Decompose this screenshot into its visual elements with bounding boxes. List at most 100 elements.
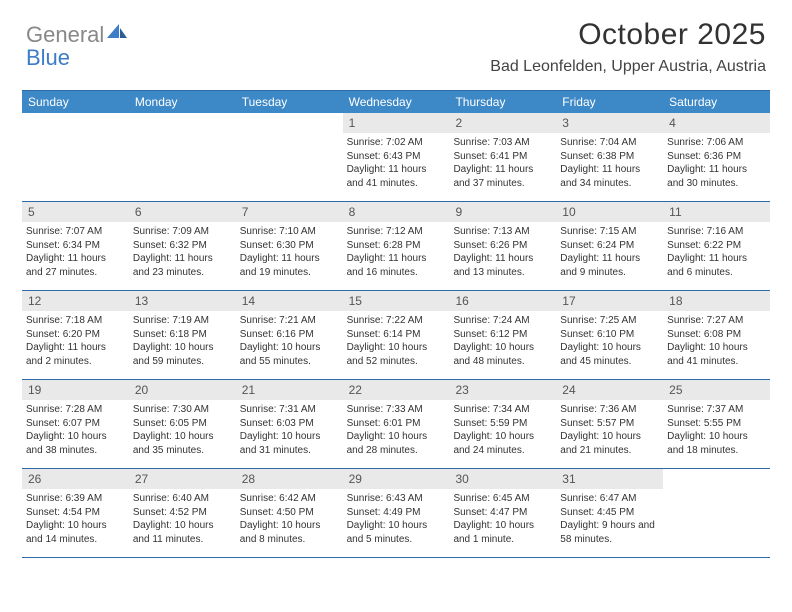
week-row: 12Sunrise: 7:18 AMSunset: 6:20 PMDayligh… (22, 291, 770, 380)
sunrise-line: Sunrise: 6:42 AM (240, 492, 339, 506)
daylight-line: Daylight: 10 hours and 55 minutes. (240, 341, 339, 368)
sunset-line: Sunset: 6:08 PM (667, 328, 766, 342)
sunrise-line: Sunrise: 6:40 AM (133, 492, 232, 506)
daylight-line: Daylight: 11 hours and 16 minutes. (347, 252, 446, 279)
day-number: 17 (556, 291, 663, 311)
sunset-line: Sunset: 6:07 PM (26, 417, 125, 431)
daylight-line: Daylight: 10 hours and 14 minutes. (26, 519, 125, 546)
day-cell: 26 Sunrise: 6:39 AMSunset: 4:54 PMDayligh… (22, 469, 129, 557)
day-cell: 11Sunrise: 7:16 AMSunset: 6:22 PMDayligh… (663, 202, 770, 290)
day-number: 22 (343, 380, 450, 400)
week-row: ...1Sunrise: 7:02 AMSunset: 6:43 PMDayli… (22, 113, 770, 202)
day-number: 2 (449, 113, 556, 133)
daylight-line: Daylight: 10 hours and 52 minutes. (347, 341, 446, 368)
day-cell: 3Sunrise: 7:04 AMSunset: 6:38 PMDaylight… (556, 113, 663, 201)
weeks-container: ...1Sunrise: 7:02 AMSunset: 6:43 PMDayli… (22, 113, 770, 558)
day-cell: 4Sunrise: 7:06 AMSunset: 6:36 PMDaylight… (663, 113, 770, 201)
day-number: 14 (236, 291, 343, 311)
daylight-line: Daylight: 11 hours and 13 minutes. (453, 252, 552, 279)
daylight-line: Daylight: 11 hours and 34 minutes. (560, 163, 659, 190)
sunset-line: Sunset: 6:43 PM (347, 150, 446, 164)
day-number: 25 (663, 380, 770, 400)
day-cell: 22Sunrise: 7:33 AMSunset: 6:01 PMDayligh… (343, 380, 450, 468)
day-cell: . (236, 113, 343, 201)
day-cell: 16Sunrise: 7:24 AMSunset: 6:12 PMDayligh… (449, 291, 556, 379)
sunset-line: Sunset: 6:22 PM (667, 239, 766, 253)
week-row: 26Sunrise: 6:39 AMSunset: 4:54 PMDayligh… (22, 469, 770, 558)
sunrise-line: Sunrise: 6:39 AM (26, 492, 125, 506)
daylight-line: Daylight: 10 hours and 41 minutes. (667, 341, 766, 368)
day-cell: 25Sunrise: 7:37 AMSunset: 5:55 PMDayligh… (663, 380, 770, 468)
day-cell: 1Sunrise: 7:02 AMSunset: 6:43 PMDaylight… (343, 113, 450, 201)
sunset-line: Sunset: 6:26 PM (453, 239, 552, 253)
day-cell: . (129, 113, 236, 201)
sunrise-line: Sunrise: 7:18 AM (26, 314, 125, 328)
day-cell: 15Sunrise: 7:22 AMSunset: 6:14 PMDayligh… (343, 291, 450, 379)
daylight-line: Daylight: 9 hours and 58 minutes. (560, 519, 659, 546)
daylight-line: Daylight: 11 hours and 2 minutes. (26, 341, 125, 368)
month-title: October 2025 (490, 18, 766, 52)
sunset-line: Sunset: 6:10 PM (560, 328, 659, 342)
day-cell: 24Sunrise: 7:36 AMSunset: 5:57 PMDayligh… (556, 380, 663, 468)
sunset-line: Sunset: 4:54 PM (26, 506, 125, 520)
sunrise-line: Sunrise: 7:06 AM (667, 136, 766, 150)
logo-word-general: General (26, 22, 104, 47)
day-number: 21 (236, 380, 343, 400)
sunrise-line: Sunrise: 7:24 AM (453, 314, 552, 328)
day-cell: 18Sunrise: 7:27 AMSunset: 6:08 PMDayligh… (663, 291, 770, 379)
sunrise-line: Sunrise: 6:47 AM (560, 492, 659, 506)
daylight-line: Daylight: 10 hours and 5 minutes. (347, 519, 446, 546)
sunrise-line: Sunrise: 7:15 AM (560, 225, 659, 239)
daylight-line: Daylight: 10 hours and 1 minute. (453, 519, 552, 546)
sunrise-line: Sunrise: 7:33 AM (347, 403, 446, 417)
sunrise-line: Sunrise: 7:12 AM (347, 225, 446, 239)
day-number: 24 (556, 380, 663, 400)
calendar: SundayMondayTuesdayWednesdayThursdayFrid… (22, 90, 770, 558)
day-number: 1 (343, 113, 450, 133)
daylight-line: Daylight: 10 hours and 18 minutes. (667, 430, 766, 457)
day-number: 11 (663, 202, 770, 222)
day-cell: 19Sunrise: 7:28 AMSunset: 6:07 PMDayligh… (22, 380, 129, 468)
day-cell: 14Sunrise: 7:21 AMSunset: 6:16 PMDayligh… (236, 291, 343, 379)
sunrise-line: Sunrise: 7:19 AM (133, 314, 232, 328)
day-number: 31 (556, 469, 663, 489)
week-row: 19Sunrise: 7:28 AMSunset: 6:07 PMDayligh… (22, 380, 770, 469)
sunset-line: Sunset: 6:18 PM (133, 328, 232, 342)
sunrise-line: Sunrise: 7:03 AM (453, 136, 552, 150)
sunset-line: Sunset: 6:34 PM (26, 239, 125, 253)
sunrise-line: Sunrise: 7:10 AM (240, 225, 339, 239)
logo: General Blue (26, 22, 129, 70)
day-number: 16 (449, 291, 556, 311)
day-number: 9 (449, 202, 556, 222)
logo-sail-icon (105, 22, 129, 42)
sunset-line: Sunset: 6:03 PM (240, 417, 339, 431)
day-cell: 23Sunrise: 7:34 AMSunset: 5:59 PMDayligh… (449, 380, 556, 468)
day-number: 28 (236, 469, 343, 489)
day-cell: 21Sunrise: 7:31 AMSunset: 6:03 PMDayligh… (236, 380, 343, 468)
sunset-line: Sunset: 4:49 PM (347, 506, 446, 520)
sunrise-line: Sunrise: 7:13 AM (453, 225, 552, 239)
daylight-line: Daylight: 11 hours and 9 minutes. (560, 252, 659, 279)
sunrise-line: Sunrise: 7:22 AM (347, 314, 446, 328)
daylight-line: Daylight: 11 hours and 23 minutes. (133, 252, 232, 279)
day-number: 10 (556, 202, 663, 222)
day-number: 27 (129, 469, 236, 489)
day-header: Thursday (449, 91, 556, 113)
location-label: Bad Leonfelden, Upper Austria, Austria (490, 58, 766, 76)
day-number: 26 (22, 469, 129, 489)
logo-word-blue: Blue (26, 45, 70, 70)
day-number: 4 (663, 113, 770, 133)
day-header-row: SundayMondayTuesdayWednesdayThursdayFrid… (22, 91, 770, 113)
sunrise-line: Sunrise: 7:07 AM (26, 225, 125, 239)
day-number: 20 (129, 380, 236, 400)
sunrise-line: Sunrise: 7:09 AM (133, 225, 232, 239)
daylight-line: Daylight: 10 hours and 11 minutes. (133, 519, 232, 546)
day-cell: 6Sunrise: 7:09 AMSunset: 6:32 PMDaylight… (129, 202, 236, 290)
sunrise-line: Sunrise: 7:37 AM (667, 403, 766, 417)
day-number: 18 (663, 291, 770, 311)
day-cell: 30Sunrise: 6:45 AMSunset: 4:47 PMDayligh… (449, 469, 556, 557)
day-header: Sunday (22, 91, 129, 113)
daylight-line: Daylight: 10 hours and 45 minutes. (560, 341, 659, 368)
sunset-line: Sunset: 5:57 PM (560, 417, 659, 431)
day-cell: 9 Sunrise: 7:13 AMSunset: 6:26 PMDaylight… (449, 202, 556, 290)
